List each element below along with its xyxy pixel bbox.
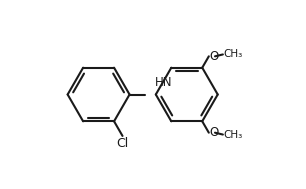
Text: HN: HN [155, 76, 172, 89]
Text: O: O [210, 50, 219, 63]
Text: O: O [210, 126, 219, 139]
Text: Cl: Cl [116, 137, 129, 150]
Text: CH₃: CH₃ [223, 129, 243, 139]
Text: CH₃: CH₃ [223, 50, 243, 60]
